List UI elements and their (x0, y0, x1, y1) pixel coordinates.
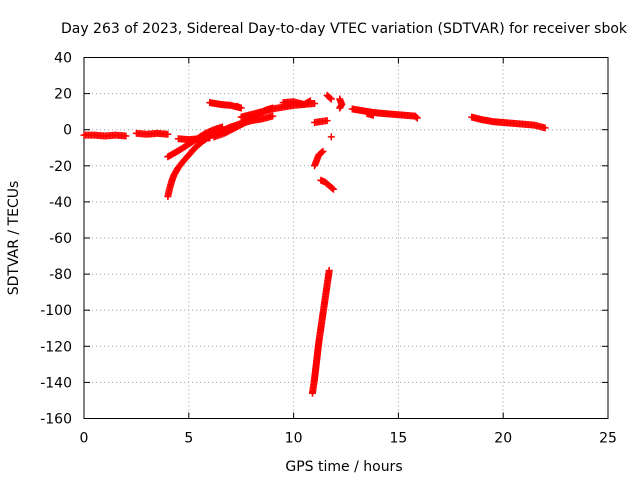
data-point (412, 113, 420, 121)
x-tick-label: 10 (285, 431, 303, 447)
y-tick-label: 40 (54, 51, 72, 67)
y-tick-label: 20 (54, 87, 72, 103)
plot-frame (83, 57, 609, 419)
series-seg19 (468, 113, 549, 132)
chart-title: Day 263 of 2023, Sidereal Day-to-day VTE… (61, 21, 628, 37)
series-seg1 (80, 131, 130, 140)
x-tick-label: 0 (80, 431, 89, 447)
data-point (413, 114, 421, 122)
data-point (327, 133, 335, 141)
y-tick-label: -40 (49, 195, 72, 211)
y-axis-ticks: 40 20 0 -20 -40 -60 -80 -100 -120 -140 -160 (40, 51, 608, 428)
series-seg15 (336, 95, 346, 112)
x-tick-label: 20 (494, 431, 512, 447)
y-tick-label: -140 (40, 375, 72, 391)
data-point (327, 95, 335, 103)
data-point (311, 100, 319, 108)
data-point (122, 132, 130, 140)
y-tick-label: -160 (40, 412, 72, 428)
x-tick-label: 15 (389, 431, 407, 447)
series-seg18 (363, 109, 377, 119)
data-point (323, 117, 331, 125)
x-axis-label: GPS time / hours (285, 459, 402, 475)
series-seg5 (174, 134, 214, 144)
data-point (164, 130, 172, 138)
y-tick-label: -20 (49, 159, 72, 175)
series-seg9 (279, 97, 314, 108)
series-seg14 (323, 91, 335, 103)
y-tick-label: -80 (49, 267, 72, 283)
series-seg11 (311, 147, 327, 170)
data-point (325, 266, 333, 274)
series-seg13 (327, 133, 335, 141)
series-seg12 (317, 176, 337, 193)
data-point (541, 124, 549, 132)
data-point (329, 185, 337, 193)
y-tick-label: 0 (63, 123, 72, 139)
data-point (233, 102, 241, 110)
y-tick-label: -120 (40, 339, 72, 355)
series-seg17 (348, 105, 421, 122)
data-point (326, 94, 334, 102)
series-seg10 (311, 117, 331, 126)
series-seg16 (308, 266, 333, 397)
data-point (218, 123, 226, 131)
data-point (306, 97, 314, 105)
series-seg6 (206, 99, 245, 112)
data-point (336, 95, 344, 103)
y-tick-label: -100 (40, 303, 72, 319)
x-tick-label: 25 (599, 431, 617, 447)
series-seg2 (132, 129, 172, 138)
data-point (328, 184, 336, 192)
data-point (206, 134, 214, 142)
data-point (269, 112, 277, 120)
y-axis-label: SDTVAR / TECUs (6, 181, 22, 296)
data-points (80, 91, 549, 397)
x-tick-label: 5 (184, 431, 193, 447)
y-tick-label: -60 (49, 231, 72, 247)
data-point (319, 147, 327, 155)
x-axis-ticks: 0 5 10 15 20 25 (80, 57, 617, 447)
grid (84, 57, 608, 419)
data-point (318, 148, 326, 156)
data-point (369, 111, 377, 119)
